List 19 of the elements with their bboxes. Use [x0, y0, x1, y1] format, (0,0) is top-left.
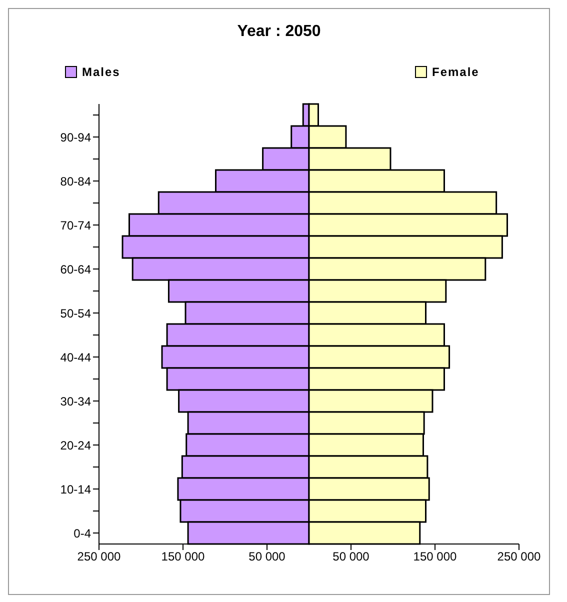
- y-tick-label: 30-34: [60, 394, 92, 408]
- legend-label: Males: [82, 65, 120, 79]
- y-tick-label: 50-54: [60, 306, 92, 320]
- x-tick-label: 250 000: [497, 550, 542, 564]
- y-tick-label: 0-4: [74, 526, 92, 540]
- y-tick-label: 80-84: [60, 174, 92, 188]
- y-tick-label: 90-94: [60, 130, 92, 144]
- y-tick-label: 20-24: [60, 438, 92, 452]
- y-tick-label: 10-14: [60, 482, 92, 496]
- chart-title: Year : 2050: [236, 23, 322, 41]
- legend-label: Female: [432, 65, 480, 79]
- x-tick-label: 150 000: [161, 550, 206, 564]
- y-tick-label: 70-74: [60, 218, 92, 232]
- y-tick-label: 60-64: [60, 262, 92, 276]
- y-tick-label: 40-44: [60, 350, 92, 364]
- x-tick-label: 50 000: [248, 550, 286, 564]
- x-tick-label: 150 000: [413, 550, 458, 564]
- x-tick-label: 50 000: [332, 550, 370, 564]
- x-tick-label: 250 000: [77, 550, 122, 564]
